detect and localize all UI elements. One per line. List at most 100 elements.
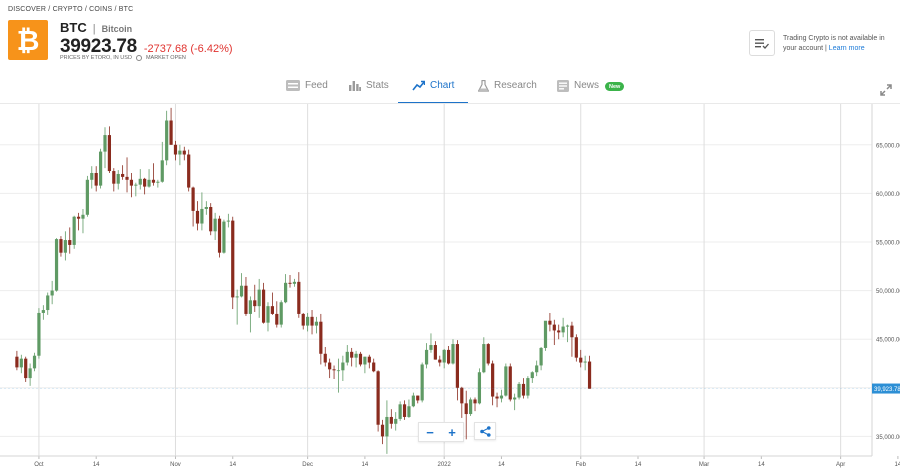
current-price: 39923.78: [60, 36, 137, 57]
candle: [451, 339, 455, 365]
candle-body: [85, 179, 89, 215]
candle: [68, 227, 72, 254]
candle-body: [570, 325, 574, 338]
candle-body: [464, 403, 468, 415]
candle: [90, 166, 94, 189]
candle: [292, 278, 297, 287]
candle-body: [587, 361, 592, 389]
candle: [398, 401, 402, 421]
candle-body: [358, 353, 363, 365]
candle-body: [187, 154, 191, 188]
candle-body: [112, 171, 116, 184]
candle: [552, 319, 556, 346]
candle: [129, 172, 134, 198]
candle-body: [323, 353, 327, 363]
candle: [182, 146, 186, 161]
instrument-symbol: BTC: [60, 20, 87, 35]
candle: [284, 274, 288, 304]
candle: [574, 334, 578, 362]
candle: [261, 282, 266, 324]
zoom-out-button[interactable]: −: [419, 423, 441, 441]
learn-more-link[interactable]: Learn more: [828, 45, 865, 52]
candle: [319, 313, 323, 365]
candle-body: [367, 356, 371, 363]
candle-body: [574, 337, 578, 358]
candle-body: [231, 220, 235, 298]
tab-stats-label: Stats: [366, 80, 389, 91]
candle-body: [147, 179, 151, 187]
candle-body: [495, 396, 499, 399]
candle-body: [372, 362, 376, 372]
candle-body: [200, 208, 204, 224]
candle: [173, 140, 178, 161]
candle: [32, 352, 37, 372]
candle-body: [248, 300, 252, 314]
candle-body: [402, 404, 407, 417]
candle: [328, 358, 332, 379]
candle-body: [275, 313, 279, 325]
candle: [248, 296, 252, 333]
last-price-tag: [872, 383, 900, 394]
candle: [15, 350, 19, 371]
candle: [521, 378, 526, 399]
candle: [420, 362, 424, 403]
trading-notice-text: Trading Crypto is not available in your …: [783, 35, 885, 52]
tab-stats[interactable]: Stats: [349, 80, 389, 104]
candle: [160, 141, 164, 183]
candle: [19, 354, 23, 374]
candle: [491, 360, 495, 406]
candle-body: [332, 369, 336, 371]
candle: [336, 358, 341, 393]
chart-icon: [412, 80, 425, 91]
candle-body: [539, 347, 543, 366]
candle-body: [579, 357, 583, 363]
candle: [495, 392, 499, 408]
candle: [548, 312, 552, 332]
expand-icon[interactable]: [880, 84, 892, 96]
candle: [385, 400, 389, 454]
candle-body: [270, 306, 274, 314]
candle-body: [195, 210, 200, 224]
x-tick-label: Dec: [302, 462, 313, 468]
x-tick-label: Mar: [699, 462, 709, 468]
breadcrumb[interactable]: DISCOVER / CRYPTO / COINS / BTC: [8, 6, 134, 13]
price-chart[interactable]: 35,000.0040,000.0045,000.0050,000.0055,0…: [0, 104, 900, 476]
candle-body: [398, 404, 402, 419]
candle: [63, 231, 67, 261]
zoom-in-button[interactable]: +: [441, 423, 463, 441]
candle-body: [63, 240, 67, 253]
candle: [380, 419, 385, 445]
tab-feed[interactable]: Feed: [286, 80, 328, 104]
candle-body: [90, 172, 94, 180]
candle-body: [557, 330, 561, 333]
candle-body: [15, 356, 19, 368]
x-tick-label: 14: [498, 462, 505, 468]
candle-body: [173, 144, 178, 155]
x-tick-label: 14: [229, 462, 236, 468]
candle-body: [438, 359, 442, 363]
candle-body: [442, 349, 446, 363]
candle: [389, 409, 393, 429]
candle-body: [486, 344, 490, 364]
candle-body: [363, 356, 367, 365]
tab-research[interactable]: Research: [478, 80, 537, 104]
share-button[interactable]: [474, 422, 496, 440]
watchlist-icon[interactable]: [749, 30, 775, 56]
candle: [482, 337, 486, 374]
last-price-label: 39,923.78: [874, 387, 900, 393]
candle-body: [191, 187, 195, 211]
candle-body: [279, 302, 283, 325]
instrument-name: Bitcoin: [101, 24, 133, 34]
candle-body: [151, 179, 156, 183]
candlestick-chart[interactable]: 35,000.0040,000.0045,000.0050,000.0055,0…: [0, 104, 900, 476]
candle-body: [125, 176, 129, 180]
candle-body: [213, 218, 217, 232]
tab-news[interactable]: News New: [557, 80, 625, 104]
tab-chart[interactable]: Chart: [398, 80, 469, 104]
candle-body: [217, 218, 222, 253]
candle: [539, 346, 543, 371]
candle-body: [350, 351, 354, 358]
market-status: MARKET OPEN: [145, 55, 186, 61]
candle: [363, 356, 367, 374]
candle: [424, 343, 429, 369]
